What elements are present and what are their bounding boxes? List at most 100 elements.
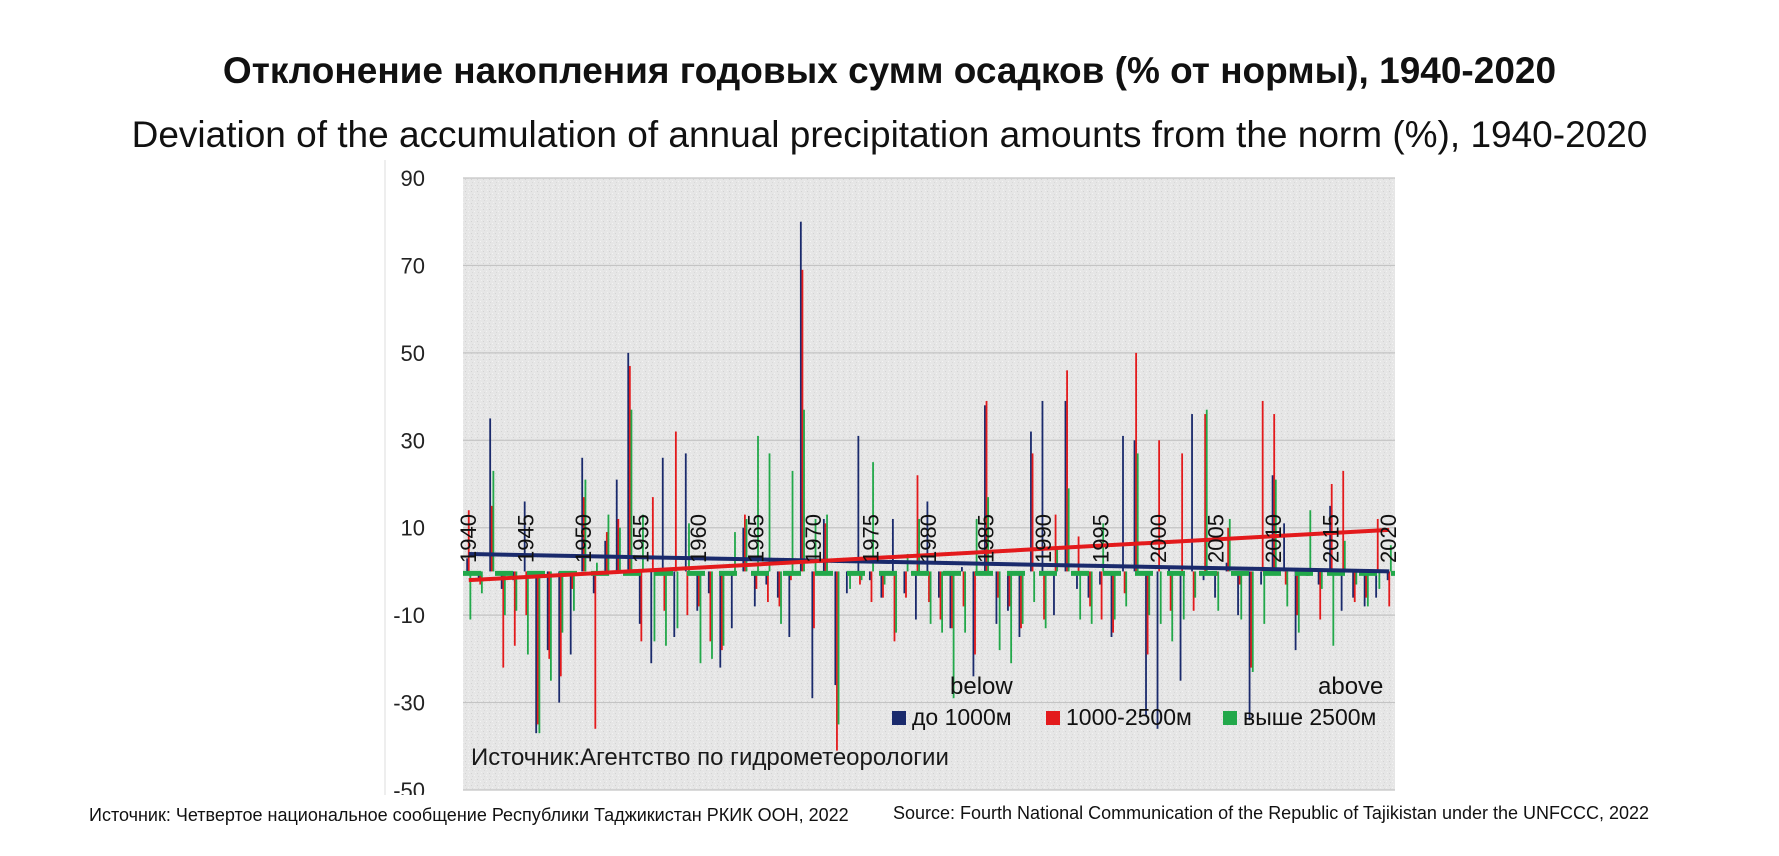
- bar: [753, 571, 756, 607]
- bar: [859, 571, 861, 585]
- bar: [617, 518, 620, 572]
- bar: [1284, 571, 1287, 585]
- bar: [1123, 571, 1126, 594]
- x-tick-label: 2005: [1204, 514, 1229, 563]
- bar: [788, 571, 791, 637]
- y-tick-label: 10: [401, 516, 425, 541]
- bar: [949, 571, 952, 629]
- bar: [1077, 536, 1080, 572]
- bar: [767, 571, 769, 603]
- bar: [489, 418, 492, 572]
- x-tick-label: 1990: [1031, 514, 1056, 563]
- bar: [596, 562, 598, 572]
- bar: [1041, 400, 1044, 572]
- bar: [584, 479, 587, 572]
- bar: [1340, 571, 1343, 611]
- bar: [663, 571, 666, 611]
- bar: [1309, 510, 1312, 572]
- x-tick-label: 1940: [456, 514, 481, 563]
- bar: [1205, 409, 1208, 572]
- bar: [776, 571, 779, 598]
- trend-lines: [463, 527, 1395, 583]
- y-tick-label: -50: [393, 778, 425, 795]
- x-axis: 1940 1945 1950 1955 1960 1965 1970 1975 1980 1985…: [456, 514, 1400, 563]
- bar: [780, 571, 782, 624]
- bar: [961, 567, 963, 572]
- trend-line: [468, 551, 1390, 574]
- bar: [1363, 571, 1366, 607]
- bar: [929, 571, 932, 624]
- bar: [1296, 571, 1299, 616]
- bar: [951, 571, 953, 629]
- bar: [1376, 518, 1379, 572]
- bar: [1366, 571, 1369, 607]
- bar: [926, 501, 929, 572]
- bar: [895, 571, 897, 633]
- bar: [607, 514, 610, 572]
- bar: [837, 571, 840, 725]
- bar: [480, 571, 483, 594]
- bar: [638, 571, 641, 624]
- bar: [1064, 400, 1067, 572]
- bar: [559, 571, 562, 677]
- bar: [1159, 571, 1162, 624]
- bar: [1240, 571, 1243, 620]
- bar: [870, 571, 873, 603]
- bar: [549, 571, 552, 681]
- bar: [1388, 571, 1391, 607]
- bar: [582, 497, 585, 572]
- bar: [1133, 440, 1136, 572]
- x-tick-label: 1985: [974, 514, 999, 563]
- bar: [1135, 352, 1138, 572]
- bar: [1110, 571, 1113, 637]
- bar: [1330, 484, 1333, 572]
- bar: [720, 571, 723, 651]
- bar: [801, 269, 804, 572]
- bar: [1319, 571, 1322, 620]
- bar: [914, 571, 917, 620]
- x-tick-label: 1960: [686, 514, 711, 563]
- bar: [928, 571, 930, 603]
- bar: [984, 405, 986, 572]
- bar: [1194, 571, 1197, 598]
- bar: [719, 571, 722, 668]
- bar: [941, 571, 944, 633]
- bar: [630, 409, 633, 572]
- bar: [755, 571, 758, 589]
- bar: [650, 571, 653, 664]
- bar: [1146, 571, 1149, 655]
- bar: [891, 518, 894, 572]
- bar: [561, 571, 564, 633]
- bar: [985, 400, 988, 572]
- bar: [768, 453, 771, 572]
- bar: [571, 571, 574, 589]
- bar: [975, 518, 978, 572]
- y-tick-label: 30: [401, 428, 425, 453]
- bar: [1021, 571, 1024, 624]
- bar: [964, 571, 967, 633]
- legend-note-above: above: [1318, 673, 1383, 700]
- legend-swatch-mid: [1046, 711, 1060, 725]
- bar: [1228, 518, 1231, 572]
- bar: [880, 571, 883, 598]
- bar: [1274, 479, 1277, 572]
- bar: [826, 514, 828, 572]
- bar: [673, 571, 676, 637]
- bar: [1317, 571, 1320, 585]
- bar: [1079, 571, 1082, 620]
- footer-source-ru: Источник: Четвертое национальное сообщен…: [89, 805, 849, 825]
- bar: [1156, 571, 1159, 729]
- bar: [709, 571, 712, 642]
- bar: [1033, 571, 1036, 603]
- bar: [938, 571, 940, 598]
- bar: [490, 505, 493, 572]
- x-tick-label: 1965: [743, 514, 768, 563]
- bar: [1112, 571, 1114, 633]
- bar: [1251, 571, 1254, 672]
- bar: [1260, 571, 1262, 585]
- bar: [1100, 571, 1103, 620]
- bar: [1238, 571, 1241, 585]
- x-tick-label: 1975: [858, 514, 883, 563]
- bar: [745, 518, 748, 572]
- bar: [1008, 571, 1011, 607]
